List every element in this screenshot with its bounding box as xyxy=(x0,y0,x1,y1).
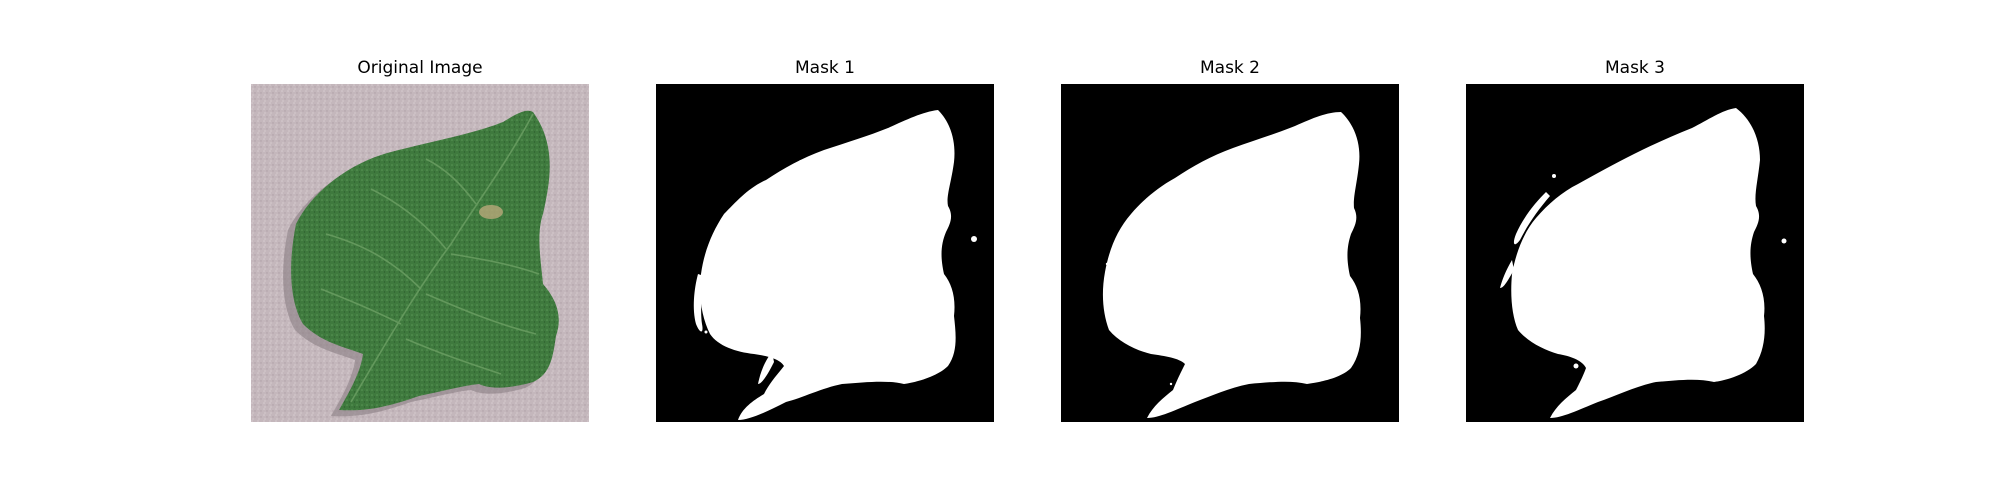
mask-speck xyxy=(1180,347,1182,349)
panel-title: Mask 1 xyxy=(656,58,994,78)
mask-speck xyxy=(1170,383,1172,385)
mask-3-image xyxy=(1466,84,1804,422)
leaf-spot xyxy=(479,205,503,219)
original-leaf-image xyxy=(251,84,589,422)
mask-speck xyxy=(1106,263,1108,265)
mask-speck xyxy=(1782,239,1787,244)
mask-speck xyxy=(1172,343,1175,346)
mask-speck xyxy=(705,331,708,334)
mask-2-image xyxy=(1061,84,1399,422)
mask-1-image xyxy=(656,84,994,422)
panel-title: Mask 3 xyxy=(1466,58,1804,78)
panel-title: Original Image xyxy=(251,58,589,78)
mask-speck xyxy=(799,160,803,164)
mask-speck xyxy=(1552,174,1556,178)
panel-title: Mask 2 xyxy=(1061,58,1399,78)
mask-speck xyxy=(1112,253,1114,255)
mask-speck xyxy=(971,236,977,242)
mask-speck xyxy=(1574,364,1579,369)
